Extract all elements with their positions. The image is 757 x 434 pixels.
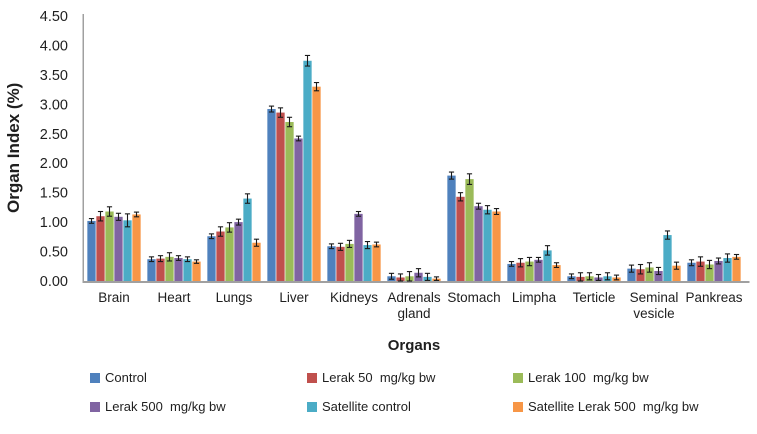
bar [363,245,372,281]
bar [705,264,714,281]
bar [516,262,525,281]
bar [636,269,645,281]
x-category-label: Adrenals [387,290,441,305]
y-tick-label: 4.00 [40,38,68,54]
bar [672,265,681,281]
bar [534,259,543,281]
bar [252,242,261,281]
x-category-label: Lungs [216,290,253,305]
bar [507,263,516,281]
bar [105,211,114,281]
bar [627,268,636,281]
y-tick-label: 3.00 [40,97,68,113]
x-category-label: gland [397,306,430,321]
bar [714,260,723,281]
bar [354,213,363,281]
y-axis-line [82,14,84,283]
x-axis-line [82,281,750,283]
bar [285,122,294,281]
bar [87,220,96,281]
x-category-label: Liver [279,290,309,305]
bar [696,261,705,281]
bar [207,236,216,281]
bar [267,109,276,281]
bar [132,214,141,281]
y-axis-title: Organ Index (%) [4,82,23,214]
bar [525,261,534,281]
bar [663,235,672,281]
bar [465,179,474,281]
bar [372,244,381,281]
x-category-label: Brain [98,290,130,305]
x-category-label: Stomach [447,290,500,305]
y-tick-label: 4.50 [40,9,68,25]
bar [276,112,285,281]
bar [174,258,183,281]
y-tick-label: 1.00 [40,215,68,231]
bar [543,250,552,281]
bar [336,246,345,281]
bar [312,86,321,281]
bar [723,258,732,281]
bar [483,209,492,281]
y-tick-label: 0.50 [40,245,68,261]
x-category-label: Pankreas [685,290,742,305]
bar [234,222,243,281]
bar [645,267,654,281]
bar [123,220,132,281]
x-category-label: Terticle [573,290,616,305]
x-category-label: Heart [157,290,190,305]
bar [303,60,312,282]
bar [147,259,156,281]
x-category-label: vesicle [633,306,674,321]
bar [216,231,225,281]
bar [687,262,696,281]
bar [165,256,174,281]
bar [492,211,501,281]
x-category-label: Limpha [512,290,557,305]
y-tick-label: 0.00 [40,274,68,290]
bar [96,216,105,281]
y-tick-label: 1.50 [40,186,68,202]
bar [732,256,741,281]
bar [654,270,663,281]
bar [327,246,336,281]
bar [114,216,123,281]
bar [447,175,456,281]
bar [294,138,303,281]
bar [156,258,165,281]
bar [225,227,234,281]
x-category-label: Kidneys [330,290,378,305]
y-tick-label: 3.50 [40,68,68,84]
bar [552,265,561,281]
bar [474,206,483,281]
bar [456,196,465,281]
y-tick-label: 2.50 [40,127,68,143]
y-tick-label: 2.00 [40,156,68,172]
bar [243,198,252,281]
bar [183,259,192,281]
bar [192,261,201,281]
x-category-label: Seminal [630,290,679,305]
x-axis-title: Organs [387,337,441,354]
bar [345,243,354,281]
